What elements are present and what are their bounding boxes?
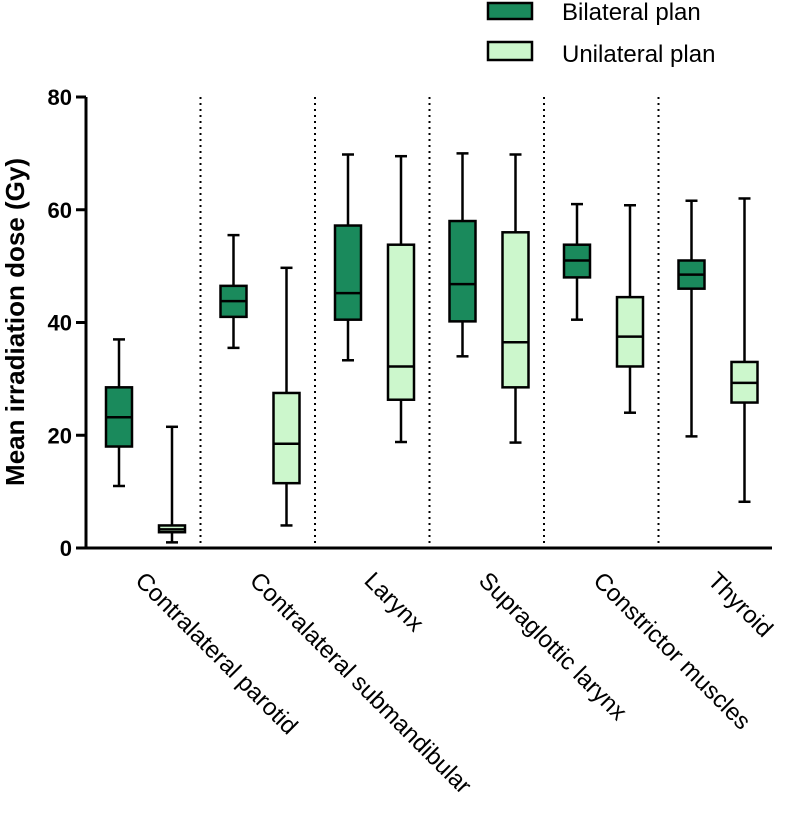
box-series [104,152,759,544]
category-dividers [199,97,660,548]
y-axis-title: Mean irradiation dose (Gy) [0,158,30,486]
box-bilateral [448,152,477,358]
box-iqr [615,295,645,368]
y-tick-label: 80 [48,85,72,110]
category-label: Larynx [359,567,429,637]
legend: Bilateral plan Unilateral plan [486,0,715,68]
box-iqr [272,391,301,485]
y-tick-label: 60 [48,198,72,223]
category-label: Thyroid [702,567,778,643]
y-tick-label: 40 [48,311,72,336]
y-ticks: 0 20 40 60 80 [48,85,86,561]
category-label: Contralateral submandibular [244,567,476,799]
legend-label-bilateral: Bilateral plan [562,0,701,26]
box-bilateral [333,153,363,362]
legend-swatch-unilateral [486,40,534,62]
box-iqr [448,219,477,323]
box-unilateral [157,425,187,544]
y-tick-label: 20 [48,423,72,448]
legend-swatch-bilateral [486,1,534,21]
box-iqr [386,243,416,401]
legend-label-unilateral: Unilateral plan [562,41,715,68]
box-iqr [333,224,363,321]
box-bilateral [562,202,592,321]
box-bilateral [219,233,248,350]
y-tick-label: 0 [60,536,72,561]
box-unilateral [615,203,645,414]
box-unilateral [272,266,301,527]
box-unilateral [386,154,416,444]
box-bilateral [104,338,134,488]
box-unilateral [501,153,530,444]
box-iqr [501,231,530,389]
box-unilateral [730,197,759,504]
box-bilateral [677,199,706,438]
